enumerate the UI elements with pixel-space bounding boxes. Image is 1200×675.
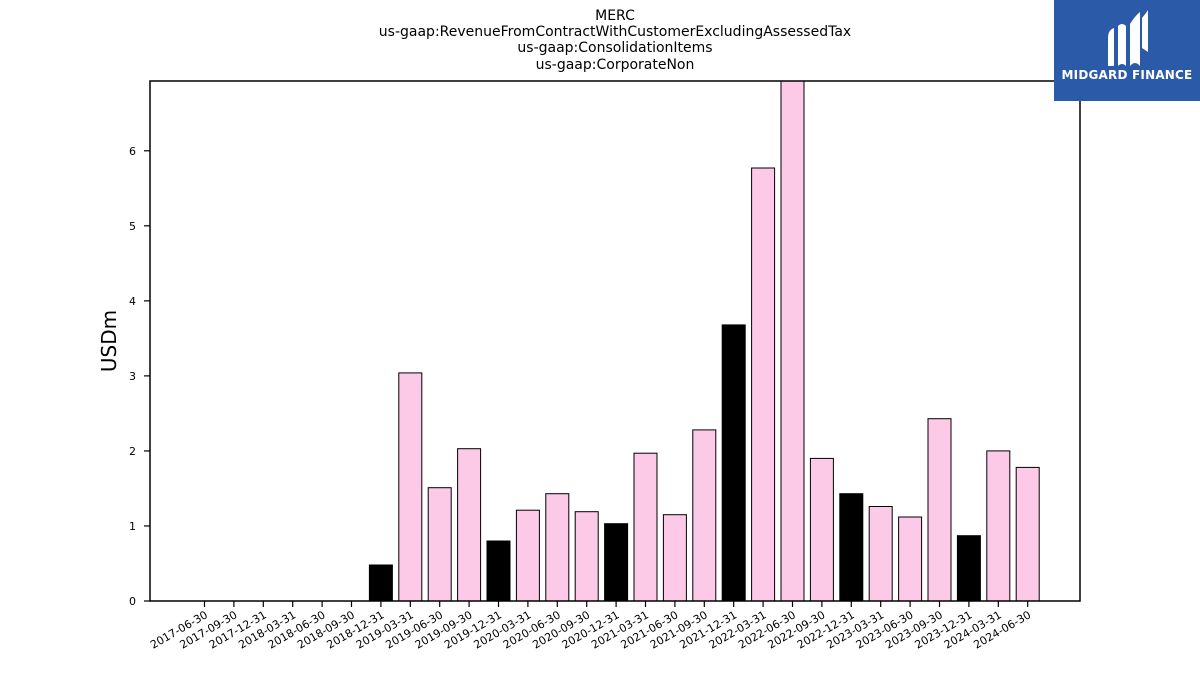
bars (368, 80, 1040, 602)
bar-2021-12-31 (721, 324, 746, 602)
x-axis: 2017-06-302017-09-302017-12-312018-03-31… (148, 601, 1033, 652)
bar-2022-12-31 (839, 493, 864, 602)
y-tick-label: 3 (129, 370, 136, 383)
bar-2022-03-31 (751, 167, 776, 602)
bar-2021-09-30 (692, 429, 717, 602)
bar-2020-03-31 (515, 509, 540, 602)
bar-2021-03-31 (633, 452, 658, 602)
bar-2022-09-30 (809, 457, 834, 602)
y-axis-label: USDm (97, 310, 121, 372)
bar-2024-03-31 (986, 450, 1011, 602)
brand-logo: MIDGARD FINANCE (1054, 0, 1200, 101)
bar-2023-06-30 (898, 516, 923, 602)
chart-title-line-1: MERC (595, 8, 635, 24)
y-axis: 0 1 2 3 4 5 6 (129, 145, 150, 608)
chart-title-line-2: us-gaap:RevenueFromContractWithCustomerE… (379, 24, 851, 40)
y-tick-label: 1 (129, 520, 136, 533)
bar-2018-12-31 (368, 564, 393, 602)
midgard-logo-icon (1108, 10, 1148, 66)
chart-title-line-4: us-gaap:CorporateNon (536, 57, 695, 73)
y-tick-label: 6 (129, 145, 136, 158)
bar-2023-03-31 (868, 506, 893, 602)
bar-2019-09-30 (457, 448, 482, 602)
chart-title-line-3: us-gaap:ConsolidationItems (517, 40, 712, 56)
y-tick-label: 4 (129, 295, 136, 308)
bar-2020-06-30 (545, 493, 570, 602)
bar-2020-09-30 (574, 511, 599, 602)
bar-2019-12-31 (486, 540, 511, 602)
bar-2024-06-30 (1015, 466, 1040, 602)
y-tick-label: 0 (129, 595, 136, 608)
bar-2019-03-31 (398, 372, 423, 602)
bar-2021-06-30 (662, 514, 687, 602)
bar-2020-12-31 (604, 523, 629, 602)
brand-name: MIDGARD FINANCE (1061, 68, 1193, 82)
bar-2019-06-30 (427, 487, 452, 602)
bar-2022-06-30 (780, 80, 805, 602)
plot-frame (149, 80, 1081, 602)
y-tick-label: 2 (129, 445, 136, 458)
y-tick-label: 5 (129, 220, 136, 233)
chart-title: MERC us-gaap:RevenueFromContractWithCust… (379, 8, 851, 73)
bar-2023-09-30 (927, 418, 952, 602)
bar-2023-12-31 (956, 535, 981, 602)
